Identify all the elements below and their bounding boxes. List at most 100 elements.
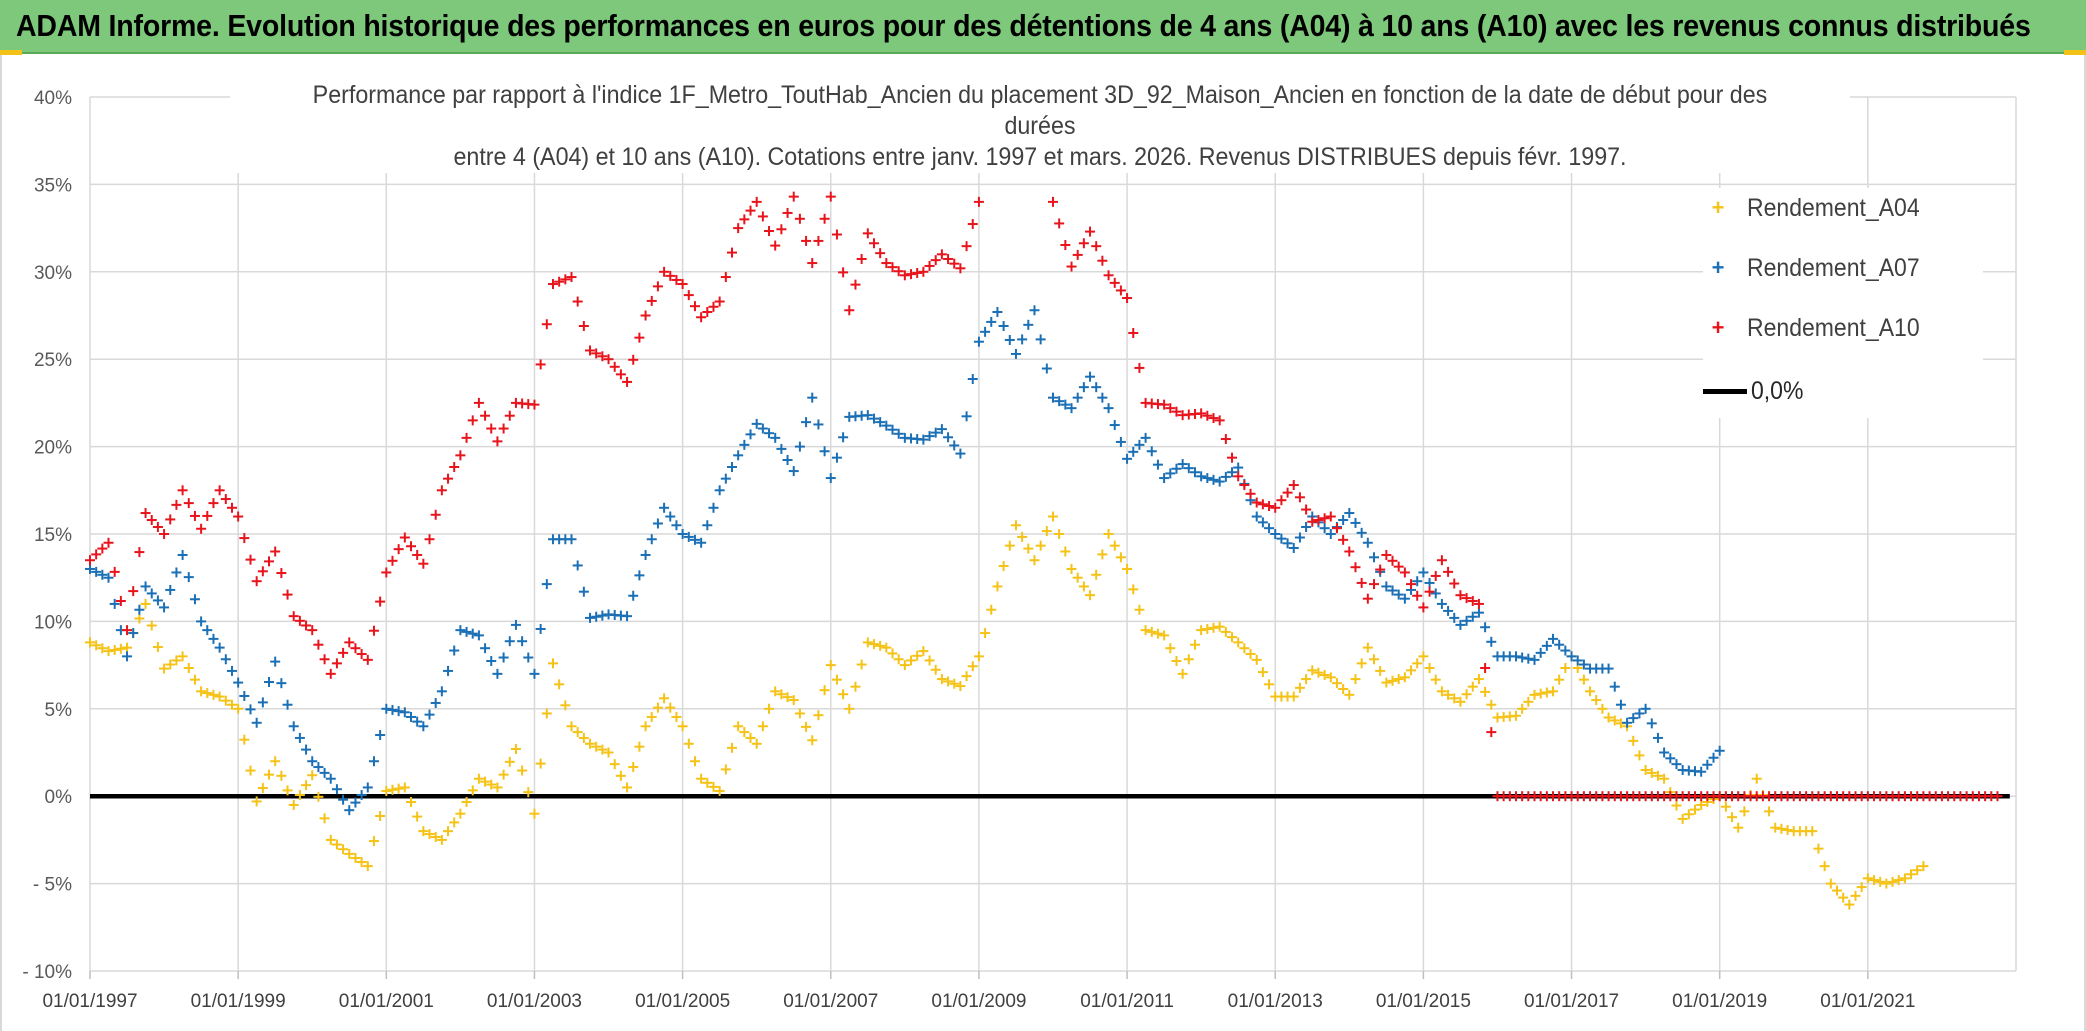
data-point-rendement-a04 [1412,658,1423,669]
data-point-rendement-a07 [1418,567,1429,578]
data-point-rendement-a10 [801,235,812,246]
data-point-rendement-a04 [936,674,947,685]
data-point-rendement-a07 [1399,593,1410,604]
data-point-rendement-a04 [1585,686,1596,697]
data-point-rendement-a07 [1609,681,1620,692]
data-point-rendement-a04 [430,831,441,842]
data-point-rendement-a10 [461,432,472,443]
data-point-rendement-a04 [1529,689,1540,700]
data-point-rendement-a04 [708,781,719,792]
data-point-rendement-a10 [819,213,830,224]
data-point-rendement-a04 [498,769,509,780]
data-point-rendement-a07 [1010,348,1021,359]
data-point-rendement-a04 [1264,679,1275,690]
data-point-rendement-a04 [418,826,429,837]
data-point-rendement-a04 [510,744,521,755]
data-point-rendement-a04 [1369,654,1379,665]
data-point-rendement-a04 [1381,677,1392,688]
data-point-rendement-a04 [622,782,633,793]
y-axis-labels: 40% 35% 30% 25% 20% 15% 10% 5% 0% - 5% - 10% [22,88,72,983]
data-point-rendement-a07 [1041,363,1052,374]
data-point-rendement-a10 [1375,564,1386,575]
data-point-rendement-a10 [214,485,225,496]
data-point-rendement-a10 [1480,663,1491,674]
data-point-rendement-a04 [504,756,515,767]
data-point-rendement-a07 [1338,515,1349,526]
data-point-rendement-a10 [1165,403,1176,414]
data-point-rendement-a10 [134,547,145,558]
data-point-rendement-a07 [319,767,330,778]
data-point-rendement-a04 [1430,674,1441,685]
data-point-rendement-a04 [1202,623,1213,634]
data-point-rendement-a07 [208,633,219,644]
data-point-rendement-a10 [591,348,602,359]
data-point-rendement-a04 [1591,695,1602,706]
data-point-rendement-a04 [1245,649,1256,660]
data-point-rendement-a07 [572,560,583,571]
data-point-rendement-a04 [1671,800,1682,811]
y-tick-label: 10% [34,612,72,633]
data-point-rendement-a10 [1085,226,1096,237]
data-point-rendement-a04 [1467,681,1478,692]
data-point-rendement-a10 [1091,241,1102,252]
data-point-rendement-a04 [1770,822,1781,833]
data-point-rendement-a04 [1183,654,1194,665]
data-point-rendement-a04 [788,695,799,706]
data-point-rendement-a04 [1634,750,1645,761]
data-point-rendement-a04 [239,734,250,745]
data-point-rendement-a04 [906,655,917,666]
data-point-rendement-a07 [986,316,997,327]
data-point-rendement-a07 [1276,533,1287,544]
data-point-rendement-a07 [387,704,398,715]
data-point-rendement-a07 [1023,319,1034,330]
data-point-rendement-a07 [393,706,404,717]
data-point-rendement-a07 [751,418,762,429]
data-point-rendement-a04 [183,663,194,674]
data-point-rendement-a10 [226,502,237,513]
data-point-rendement-a04 [578,732,589,743]
data-point-rendement-a04 [720,764,731,775]
data-point-rendement-a07 [683,531,694,542]
data-point-rendement-a10 [1122,293,1133,304]
data-point-rendement-a04 [1838,892,1849,903]
legend-label-a07: Rendement_A07 [1747,253,1920,282]
data-point-rendement-a04 [547,658,558,669]
data-point-rendement-a04 [1628,735,1639,746]
data-point-rendement-a07 [597,610,608,621]
data-point-rendement-a10 [572,296,583,307]
data-point-rendement-a04 [912,650,923,661]
data-point-rendement-a07 [1510,651,1521,662]
data-point-rendement-a10 [1233,471,1244,482]
data-point-rendement-a07 [1424,577,1435,588]
data-point-rendement-a07 [1072,392,1083,403]
data-point-rendement-a10 [640,310,651,321]
data-point-rendement-a10 [652,281,663,292]
data-point-rendement-a10 [862,228,873,239]
data-point-rendement-a04 [1825,878,1836,889]
data-point-rendement-a04 [529,808,540,819]
data-point-rendement-a07 [980,326,991,337]
data-point-rendement-a10 [1294,492,1305,503]
data-point-rendement-a10 [1381,549,1392,560]
data-point-rendement-a04 [943,676,954,687]
x-tick-label: 01/01/2003 [487,991,582,1012]
grid-lines [89,96,2017,979]
data-point-rendement-a07 [103,572,114,583]
data-point-rendement-a04 [702,777,713,788]
data-point-rendement-a04 [1406,665,1417,676]
data-point-rendement-a10 [140,508,151,519]
data-point-rendement-a07 [1529,654,1540,665]
data-point-rendement-a07 [1319,523,1330,534]
data-point-rendement-a10 [912,267,923,278]
data-point-rendement-a04 [1683,809,1694,820]
data-point-rendement-a04 [1177,668,1188,679]
data-point-rendement-a04 [1424,663,1435,674]
data-point-rendement-a04 [1578,674,1589,685]
data-point-rendement-a07 [245,704,256,715]
data-point-rendement-a04 [776,689,787,700]
data-point-rendement-a07 [504,636,515,647]
data-point-rendement-a04 [1517,703,1528,714]
data-point-rendement-a04 [1640,764,1651,775]
legend: + Rendement_A04 + Rendement_A07 + Rendem… [1703,188,1983,418]
